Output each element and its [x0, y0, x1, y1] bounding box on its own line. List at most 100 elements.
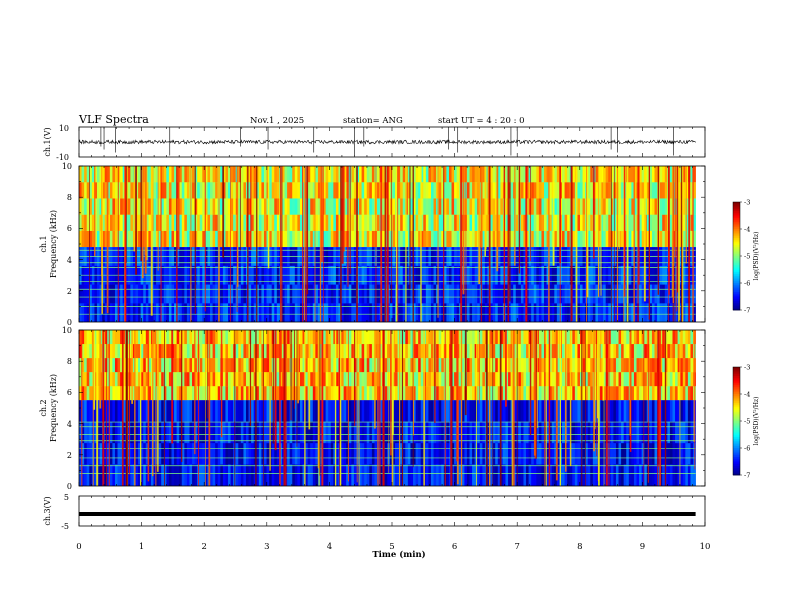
spectrogram-cell	[189, 464, 193, 486]
spectrogram-cell	[690, 386, 694, 401]
spectrogram-cell	[651, 230, 655, 248]
spectrogram-cell	[572, 358, 576, 373]
spectrogram-cell	[305, 330, 308, 345]
spectrogram-cell	[420, 330, 424, 345]
spectrogram-cell	[582, 372, 586, 387]
spectrogram-cell	[402, 443, 406, 465]
spectrogram-cell	[135, 443, 139, 465]
spectrogram-cell	[492, 421, 496, 444]
spectrogram-cell	[664, 166, 668, 183]
spectrogram-cell	[641, 303, 645, 322]
spectrogram-cell	[649, 182, 653, 199]
spectrogram-cell	[651, 386, 655, 401]
spectrogram-cell	[297, 198, 301, 215]
spectrogram-cell	[238, 344, 242, 359]
spectrogram-cell	[341, 386, 344, 401]
spectrogram-cell	[562, 372, 565, 387]
spectrogram-cell	[96, 284, 100, 304]
spectrogram-cell	[307, 214, 311, 231]
spectrogram-cell	[140, 284, 144, 304]
spectrogram-cell	[112, 330, 116, 345]
spectrogram-cell	[633, 386, 637, 401]
spectrogram-cell	[145, 358, 149, 373]
spectrogram-cell	[646, 230, 650, 248]
spectrogram-cell	[659, 284, 663, 304]
spectrogram-cell	[186, 358, 190, 373]
spectrogram-cell	[258, 464, 262, 486]
spectrogram-cell	[405, 464, 409, 486]
spectrogram-cell	[441, 386, 445, 401]
spectrogram-cell	[549, 230, 553, 248]
spectrogram-cell	[225, 443, 229, 465]
spectrogram-cell	[482, 421, 486, 444]
spectrogram-cell	[366, 421, 370, 444]
spectrogram-cell	[325, 330, 329, 345]
spectrogram-cell	[222, 198, 226, 215]
spectrogram-cell	[615, 421, 619, 444]
spectrogram-cell	[469, 284, 473, 304]
spectrogram-cell	[297, 303, 301, 322]
spectrogram-cell	[639, 330, 642, 345]
spectrogram-cell	[163, 284, 167, 304]
spectrogram-cell	[356, 358, 360, 373]
spectrogram-cell	[215, 182, 219, 199]
spectrogram-cell	[590, 284, 594, 304]
spectrogram-cell	[461, 464, 465, 486]
spectrogram-cell	[567, 330, 571, 345]
spectrogram-cell	[353, 230, 357, 248]
spectrogram-cell	[639, 303, 642, 322]
spectrogram-cell	[353, 372, 357, 387]
spectrogram-cell	[240, 443, 244, 465]
spectrogram-cell	[222, 386, 226, 401]
spectrogram-cell	[549, 182, 553, 199]
spectrogram-cell	[430, 303, 434, 322]
spectrogram-cell	[238, 443, 242, 465]
spectrogram-cell	[292, 372, 296, 387]
spectrogram-cell	[261, 344, 265, 359]
spectrogram-cell	[549, 358, 553, 373]
spectrogram-cell	[315, 386, 319, 401]
spectrogram-cell	[79, 284, 82, 304]
spectrogram-cell	[407, 198, 411, 215]
spectrogram-cell	[430, 386, 434, 401]
spectrogram-cell	[479, 400, 483, 422]
spectrogram-cell	[474, 182, 478, 199]
spectrogram-cell	[438, 303, 442, 322]
spectrogram-cell	[664, 421, 668, 444]
spectrogram-cell	[79, 421, 82, 444]
spectrogram-cell	[415, 284, 419, 304]
spectrogram-cell	[109, 166, 113, 183]
spectrogram-cell	[230, 166, 234, 183]
spectrogram-cell	[84, 182, 88, 199]
spectrogram-cell	[107, 214, 111, 231]
spectrogram-cell	[127, 214, 131, 231]
spectrogram-cell	[256, 344, 260, 359]
spectrogram-cell	[405, 182, 409, 199]
spectrogram-cell	[294, 230, 298, 248]
spectrogram-cell	[138, 358, 141, 373]
spectrogram-cell	[228, 303, 231, 322]
spectrogram-cell	[212, 198, 216, 215]
spectrogram-cell	[179, 182, 183, 199]
ch1-ytick-2: 2	[67, 287, 72, 296]
spectrogram-cell	[243, 386, 247, 401]
spectrogram-cell	[235, 344, 239, 359]
spectrogram-cell	[235, 372, 239, 387]
spectrogram-cell	[351, 344, 355, 359]
spectrogram-cell	[107, 400, 111, 422]
spectrogram-cell	[364, 443, 368, 465]
spectrogram-cell	[551, 303, 555, 322]
spectrogram-cell	[600, 464, 604, 486]
spectrogram-cell	[685, 358, 689, 373]
spectrogram-cell	[135, 464, 139, 486]
ch1-waveform-panel: 10 -10 ch.1(V)	[43, 124, 706, 162]
spectrogram-cell	[289, 166, 293, 183]
spectrogram-cell	[500, 372, 504, 387]
spectrogram-cell	[574, 400, 578, 422]
spectrogram-cell	[353, 443, 357, 465]
spectrogram-cell	[179, 372, 183, 387]
spectrogram-cell	[469, 386, 473, 401]
spectrogram-cell	[502, 372, 506, 387]
spectrogram-cell	[472, 443, 475, 465]
spectrogram-cell	[204, 182, 208, 199]
